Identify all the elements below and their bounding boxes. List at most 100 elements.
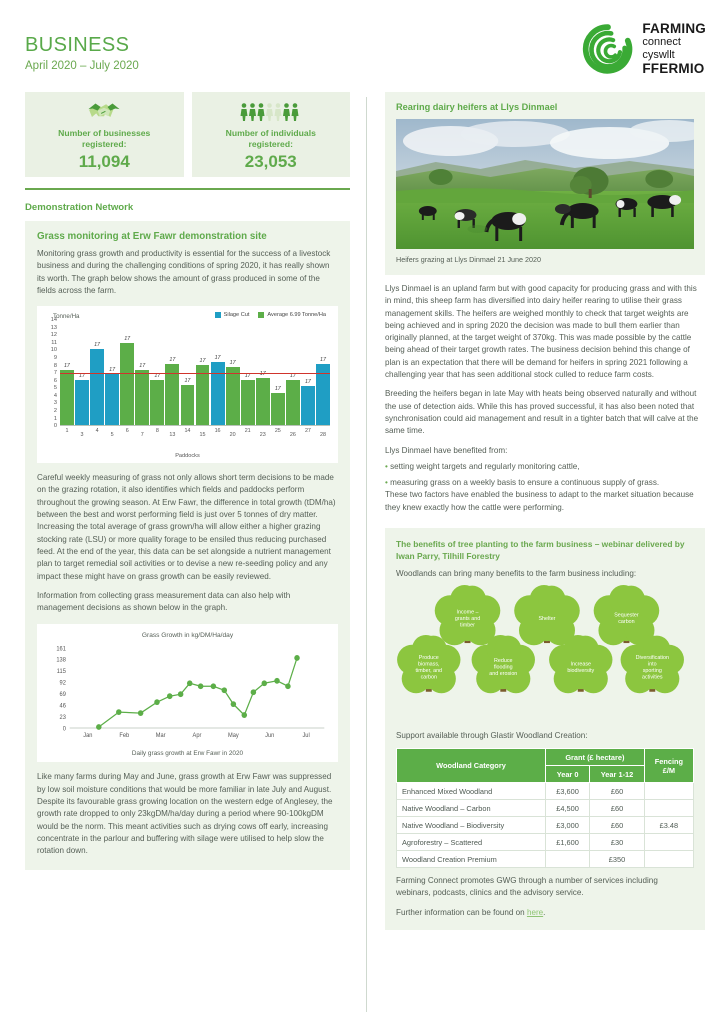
bar-value-label: 17 [289, 372, 296, 379]
further-information-link[interactable]: here [526, 907, 544, 917]
table-row: Enhanced Mixed Woodland £3,600 £60 [396, 782, 695, 801]
table-header-row-2: Year 0 Year 1-12 [397, 765, 694, 784]
panel-intro-text: Monitoring grass growth and productivity… [37, 249, 331, 295]
tree-label: Produce [419, 655, 439, 661]
bar-y-tick: 8 [53, 362, 57, 369]
tree-canopy [494, 635, 522, 662]
legend-item-average: Average 6.99 Tonne/Ha [258, 312, 326, 319]
bar-y-tick: 10 [50, 347, 57, 354]
line-data-point [137, 710, 144, 717]
line-data-point [210, 683, 217, 690]
bar-value-label: 17 [63, 362, 70, 369]
paragraph-like-many-farms: Like many farms during May and June, gra… [37, 772, 333, 856]
tree-label: biodiversity [567, 668, 594, 674]
th-fencing-unit: £/M [662, 765, 676, 775]
bar-y-tick: 11 [51, 339, 57, 346]
section-kicker-demonstration-network: Demonstration Network [25, 202, 134, 213]
grass-growth-line-chart: Grass Growth in kg/DM/Ha/day 0 23 46 69 92 11… [37, 624, 338, 763]
bar-y-tick: 12 [50, 332, 57, 339]
line-data-point [250, 689, 257, 696]
bar-x-axis: 1 3 4 5 6 7 8 13 14 15 16 20 21 23 25 26 27 28 [60, 428, 330, 438]
page-title: BUSINESS [25, 34, 130, 56]
bar-item: 17 [301, 320, 315, 426]
bar-x-tick: 16 [214, 428, 221, 435]
table-row: Native Woodland – Carbon £4,500 £60 [396, 799, 695, 818]
logo-line-farming: FARMING [642, 21, 706, 36]
table-row: Woodland Creation Premium £350 [396, 850, 695, 869]
bar-chart-ylabel: Tonne/Ha [53, 313, 80, 321]
bullet-dot-icon: • [385, 461, 388, 471]
bar-item: 17 [60, 320, 74, 426]
bar-value-label: 17 [214, 354, 221, 361]
th-woodland-category: Woodland Category [396, 748, 546, 784]
line-y-tick: 69 [60, 692, 66, 698]
line-chart-title: Grass Growth in kg/DM/Ha/day [141, 632, 234, 640]
line-x-tick: Feb [119, 733, 129, 739]
table-cell-fencing [643, 782, 695, 801]
table-cell-year0: £3,600 [544, 782, 591, 801]
stats-row: Number of businesses registered: 11,094 [25, 92, 350, 177]
bar-chart-legend: Silage Cut Average 6.99 Tonne/Ha [43, 312, 326, 319]
tree-label: Sequester [614, 612, 639, 618]
bar-value-label: 17 [124, 336, 131, 343]
tree-label: Diversification [636, 655, 669, 661]
bar [316, 363, 330, 426]
logo-line-connect: connect [642, 35, 681, 48]
tree-canopy [625, 664, 655, 693]
benefit-bullet-1: • setting weight targets and regularly m… [385, 461, 705, 473]
bar-value-label: 17 [199, 357, 206, 364]
bar-value-label: 17 [139, 362, 146, 369]
table-cell-category: Enhanced Mixed Woodland [396, 782, 546, 801]
bar-x-tick: 21 [244, 428, 251, 435]
bar-x-tick: 14 [184, 428, 191, 435]
handshake-icon [87, 100, 121, 124]
table-intro: Support available through Glastir Woodla… [396, 730, 588, 740]
tree-canopy [420, 635, 447, 662]
line-y-tick: 46 [60, 704, 66, 710]
line-y-tick: 0 [63, 727, 67, 733]
bar-value-label: 17 [229, 359, 236, 366]
table-cell-fencing [643, 850, 695, 869]
bar-y-tick: 14 [50, 317, 57, 324]
bar [270, 392, 285, 426]
bar-x-tick: 5 [110, 432, 114, 439]
legend-swatch-average [258, 312, 265, 319]
line-y-tick: 23 [60, 715, 66, 721]
legend-swatch-silage [214, 312, 221, 319]
tree-item: Shelter [514, 584, 580, 645]
closing-paragraph-1: Farming Connect promotes GWG through a n… [396, 876, 658, 898]
table-cell-fencing [643, 833, 695, 852]
line-x-tick: Mar [156, 733, 166, 739]
tree-canopy [617, 585, 645, 613]
heifers-paragraph-3: These two factors have enabled the busin… [385, 490, 694, 512]
stat-label-line2: registered: [82, 138, 127, 149]
panel-title: Grass monitoring at Erw Fawr demonstrati… [37, 231, 267, 242]
th-fencing: Fencing £/M [643, 748, 695, 784]
bar-value-label: 17 [94, 342, 101, 349]
bar-item: 17 [285, 320, 300, 426]
line-data-point [96, 724, 102, 731]
table-cell-year1-12: £60 [589, 799, 645, 818]
bar-y-axis: 14 13 12 11 10 9 8 7 6 5 4 3 2 1 0 [43, 317, 57, 429]
tree-label: Increase [570, 661, 591, 667]
legend-label-silage: Silage Cut [223, 312, 250, 319]
line-data-point [285, 683, 291, 690]
bar-value-label: 17 [320, 356, 326, 363]
bar-item: 17 [210, 320, 225, 426]
stat-businesses-registered: Number of businesses registered: 11,094 [25, 92, 184, 177]
bar-value-label: 17 [274, 385, 281, 392]
th-year-1-12: Year 1-12 [589, 765, 645, 784]
bar-value-label: 17 [109, 366, 116, 373]
title-block: BUSINESS April 2020 – July 2020 [25, 34, 139, 72]
right-column: Rearing dairy heifers at Llys Dinmael [385, 92, 705, 930]
benefit-bullet-2: • measuring grass on a weekly basis to e… [385, 477, 705, 489]
benefit-bullet-1-text: setting weight targets and regularly mon… [390, 461, 580, 471]
average-reference-line [60, 373, 330, 375]
stat-label-line1: Number of businesses [58, 128, 151, 138]
table-cell-year0: £3,000 [544, 816, 591, 835]
table-body: Enhanced Mixed Woodland £3,600 £60 Native W… [396, 782, 695, 869]
tree-label: biomass, [418, 661, 439, 667]
